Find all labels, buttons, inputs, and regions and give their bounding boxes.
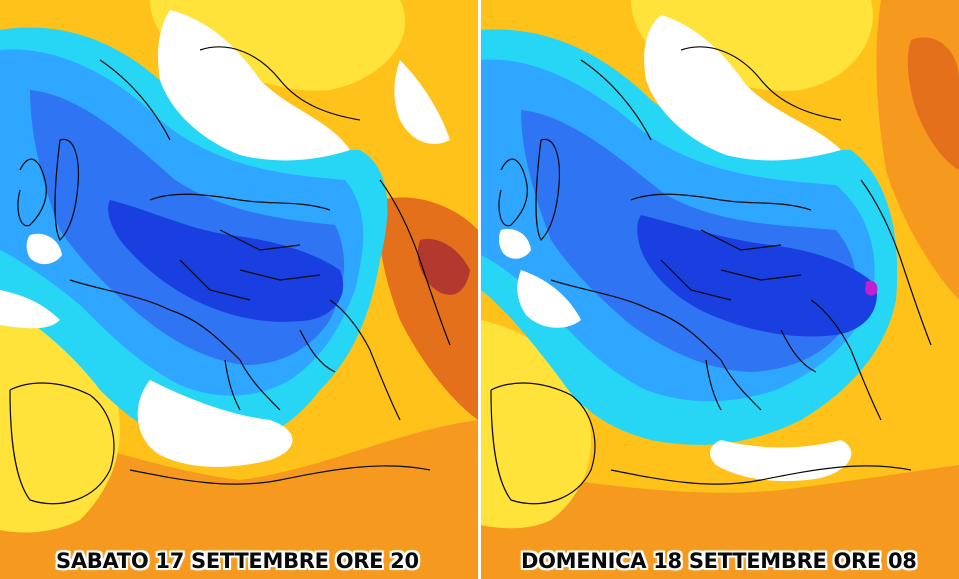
caption-sunday: DOMENICA 18 SETTEMBRE ORE 08 (521, 549, 917, 573)
forecast-map-sunday: DOMENICA 18 SETTEMBRE ORE 08 (481, 0, 959, 579)
very-hot-region-northeast (907, 37, 959, 170)
neutral-zone-west (517, 270, 581, 328)
hot-region-south (481, 465, 959, 579)
neutral-zone-south (709, 440, 852, 482)
temperature-map-right (481, 0, 959, 579)
yellow-region-north (150, 0, 406, 91)
coastlines (490, 46, 932, 505)
temperature-map-left (0, 0, 478, 579)
caption-saturday: SABATO 17 SETTEMBRE ORE 20 (56, 549, 419, 573)
neutral-zone-ireland (498, 229, 531, 259)
neutral-zone-ireland (26, 233, 62, 265)
neutral-zone-north (644, 15, 841, 161)
very-cold-region (637, 215, 877, 337)
hot-region-south (0, 420, 478, 579)
neutral-zone-west (0, 290, 60, 329)
panel-divider (478, 0, 481, 579)
coastlines (9, 46, 451, 505)
forecast-map-saturday: SABATO 17 SETTEMBRE ORE 20 (0, 0, 478, 579)
very-cold-region (108, 200, 344, 322)
neutral-zone-north (158, 10, 350, 161)
extreme-region-east (417, 239, 470, 295)
neutral-zone-sweden (394, 60, 450, 144)
peak-cold-spot (865, 280, 878, 296)
neutral-zone-south (137, 380, 293, 467)
